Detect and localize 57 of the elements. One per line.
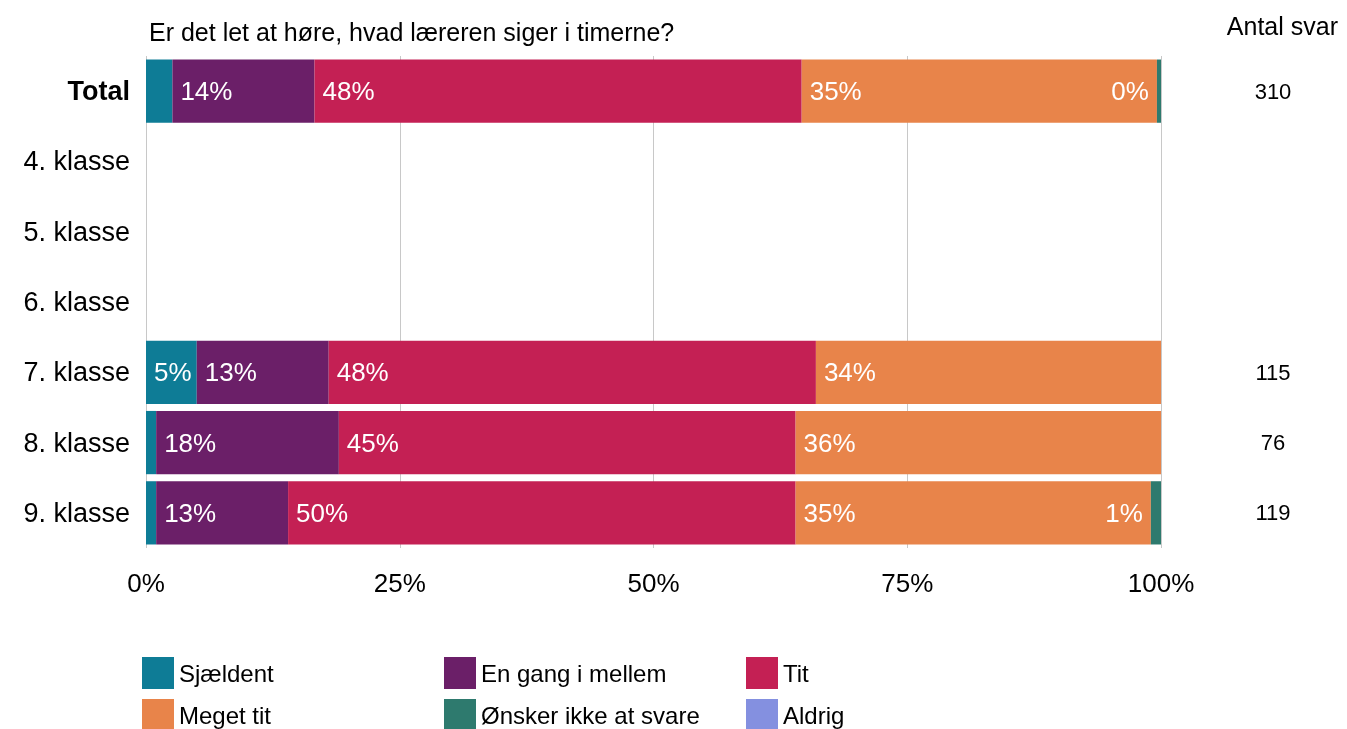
bar: [146, 410, 157, 475]
bar: [196, 340, 329, 404]
data-label: 1%: [1105, 497, 1143, 528]
bar: [795, 410, 1161, 475]
bar: [314, 59, 802, 123]
data-label: 13%: [164, 497, 217, 528]
bar: [156, 481, 289, 545]
y-tick-label: 4. klasse: [23, 146, 130, 177]
data-label: 35%: [803, 497, 856, 528]
y-tick-label: 5. klasse: [23, 216, 130, 247]
bar: [815, 340, 1161, 404]
legend-label: Sjældent: [179, 659, 275, 687]
legend-label: Aldrig: [783, 701, 845, 729]
y-tick-label: 9. klasse: [23, 497, 130, 528]
legend-label: Tit: [783, 659, 810, 687]
bar: [801, 59, 1157, 123]
data-label: 48%: [322, 76, 375, 107]
y-tick-label: 7. klasse: [23, 357, 130, 388]
bar: [338, 410, 796, 475]
data-label: 50%: [296, 497, 349, 528]
legend-label: Meget tit: [179, 701, 272, 729]
text: 115: [1255, 359, 1291, 385]
bar: [156, 410, 339, 475]
data-label: 14%: [180, 76, 233, 107]
chart-title: Er det let at høre, hvad læreren siger i timerne?: [149, 17, 675, 46]
x-tick-label: 100%: [1127, 568, 1195, 598]
bar: [1156, 59, 1161, 123]
bar: [146, 340, 197, 404]
y-tick-label: Total: [67, 76, 130, 107]
data-label: 34%: [823, 357, 876, 388]
bar: [146, 59, 173, 123]
x-tick-label: 50%: [627, 568, 680, 598]
data-label: 18%: [164, 427, 217, 458]
text: Antal svar: [1226, 11, 1339, 40]
bar: [172, 59, 315, 123]
x-tick-label: 75%: [881, 568, 934, 598]
x-tick-label: 25%: [373, 568, 426, 598]
x-tick-label: 0%: [127, 568, 165, 598]
text: 310: [1254, 78, 1292, 104]
legend-label: Ønsker ikke at svare: [481, 701, 700, 729]
bar: [146, 481, 157, 545]
bar: [1150, 481, 1161, 545]
data-label: 13%: [204, 357, 257, 388]
text: 119: [1255, 500, 1291, 526]
text: 76: [1260, 430, 1286, 456]
legend-label: En gang i mellem: [481, 659, 667, 687]
data-label: 5%: [154, 357, 192, 388]
y-tick-label: 8. klasse: [23, 427, 130, 458]
data-label: 45%: [346, 427, 399, 458]
y-tick-label: 6. klasse: [23, 287, 130, 317]
bar: [328, 340, 816, 404]
data-label: 36%: [803, 427, 856, 458]
bar: [795, 481, 1151, 545]
data-label: 48%: [336, 357, 389, 388]
bar: [288, 481, 796, 545]
data-label: 35%: [809, 76, 862, 107]
data-label: 0%: [1111, 76, 1149, 107]
